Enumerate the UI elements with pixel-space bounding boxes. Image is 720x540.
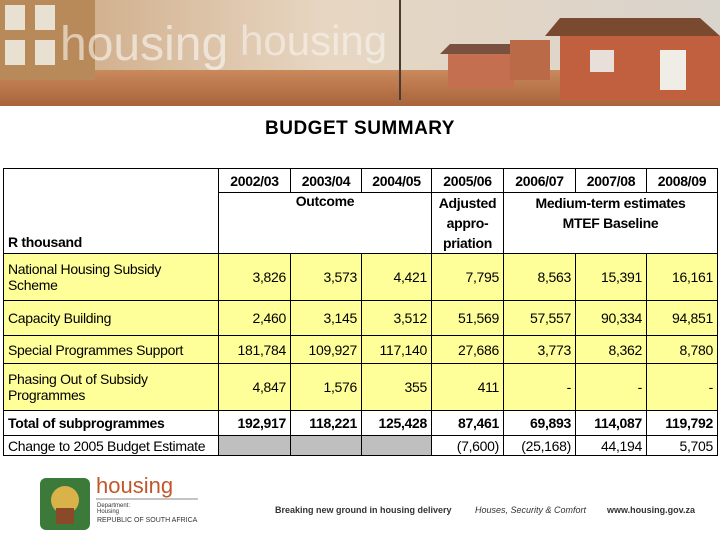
value-cell: 4,847 bbox=[218, 363, 291, 411]
year-header: 2005/06 bbox=[431, 168, 504, 193]
footer: housing Department: Housing REPUBLIC OF … bbox=[40, 473, 696, 530]
header-line: MTEF Baseline bbox=[562, 215, 659, 231]
value-cell: 90,334 bbox=[575, 300, 647, 336]
value-cell: 114,087 bbox=[575, 410, 647, 436]
value-cell: 118,221 bbox=[290, 410, 362, 436]
row-label: Total of subprogrammes bbox=[3, 410, 219, 436]
value-cell: 15,391 bbox=[575, 253, 647, 301]
header-line: Medium-term estimates bbox=[535, 195, 686, 211]
title: BUDGET SUMMARY bbox=[265, 118, 455, 139]
value-cell: 16,161 bbox=[646, 253, 718, 301]
banner-watermark: housing bbox=[60, 18, 228, 71]
value-cell: 109,927 bbox=[290, 335, 362, 364]
year-header: 2006/07 bbox=[503, 168, 576, 193]
group-header: Outcome bbox=[218, 192, 432, 254]
value-cell: 3,773 bbox=[503, 335, 576, 364]
table-row: Change to 2005 Budget Estimate (7,600) (25… bbox=[3, 435, 718, 456]
empty-cell bbox=[218, 435, 291, 456]
header-line: Adjusted bbox=[438, 195, 497, 211]
value-cell: 355 bbox=[361, 363, 432, 411]
year-header: 2003/04 bbox=[290, 168, 362, 193]
value-cell: 119,792 bbox=[646, 410, 718, 436]
slogan: Houses, Security & Comfort bbox=[475, 505, 587, 515]
value-cell: 117,140 bbox=[361, 335, 432, 364]
year-header: 2002/03 bbox=[218, 168, 291, 193]
year-header: 2008/09 bbox=[646, 168, 718, 193]
value-cell: 57,557 bbox=[503, 300, 576, 336]
value-cell: 1,576 bbox=[290, 363, 362, 411]
value-cell: 8,563 bbox=[503, 253, 576, 301]
year-header: 2007/08 bbox=[575, 168, 647, 193]
value-cell: 2,460 bbox=[218, 300, 291, 336]
header-line: appro- bbox=[446, 215, 489, 231]
value-cell: 3,512 bbox=[361, 300, 432, 336]
empty-cell bbox=[290, 435, 362, 456]
value-cell: 125,428 bbox=[361, 410, 432, 436]
value-cell: 7,795 bbox=[431, 253, 504, 301]
table-row: Phasing Out of Subsidy Programmes 4,847 1,… bbox=[3, 363, 718, 411]
value-cell: 51,569 bbox=[431, 300, 504, 336]
value-cell: 181,784 bbox=[218, 335, 291, 364]
department: Department: bbox=[97, 503, 130, 509]
budget-table: R thousand 2002/03 2003/04 2004/05 2005/06 20… bbox=[3, 168, 718, 456]
value-cell: 94,851 bbox=[646, 300, 718, 336]
value-cell: 5,705 bbox=[646, 435, 718, 456]
row-label: National Housing Subsidy Scheme bbox=[3, 253, 219, 301]
banner: housing housing bbox=[0, 0, 720, 106]
banner-watermark: housing bbox=[240, 17, 387, 64]
value-cell: 3,573 bbox=[290, 253, 362, 301]
department: REPUBLIC OF SOUTH AFRICA bbox=[97, 517, 198, 524]
value-cell: (7,600) bbox=[431, 435, 504, 456]
value-cell: 27,686 bbox=[431, 335, 504, 364]
row-label: Capacity Building bbox=[3, 300, 219, 336]
value-cell: 8,362 bbox=[575, 335, 647, 364]
value-cell: - bbox=[646, 363, 718, 411]
table-row: Capacity Building 2,460 3,145 3,512 51,569 57… bbox=[3, 300, 718, 336]
value-cell: (25,168) bbox=[503, 435, 576, 456]
header-line: priation bbox=[443, 235, 492, 251]
value-cell: 192,917 bbox=[218, 410, 291, 436]
value-cell: 44,194 bbox=[575, 435, 647, 456]
row-label: Phasing Out of Subsidy Programmes bbox=[3, 363, 219, 411]
footer-logo: housing bbox=[96, 473, 173, 498]
value-cell: 4,421 bbox=[361, 253, 432, 301]
url: www.housing.gov.za bbox=[606, 505, 696, 515]
department: Housing bbox=[97, 509, 119, 515]
group-header: Medium-term estimates MTEF Baseline bbox=[503, 192, 718, 254]
value-cell: 69,893 bbox=[503, 410, 576, 436]
empty-cell bbox=[361, 435, 432, 456]
value-cell: 87,461 bbox=[431, 410, 504, 436]
value-cell: - bbox=[575, 363, 647, 411]
group-header: Adjusted appro-priation bbox=[431, 192, 504, 254]
value-cell: 3,145 bbox=[290, 300, 362, 336]
tagline: Breaking new ground in housing delivery bbox=[275, 505, 452, 515]
value-cell: - bbox=[503, 363, 576, 411]
year-header: 2004/05 bbox=[361, 168, 432, 193]
row-label: Special Programmes Support bbox=[3, 335, 219, 364]
value-cell: 411 bbox=[431, 363, 504, 411]
table-row: Special Programmes Support 181,784 109,927… bbox=[3, 335, 718, 364]
value-cell: 8,780 bbox=[646, 335, 718, 364]
value-cell: 3,826 bbox=[218, 253, 291, 301]
corner: R thousand bbox=[3, 168, 219, 254]
row-label: Change to 2005 Budget Estimate bbox=[3, 435, 219, 456]
table-row: Total of subprogrammes 192,917 118,221 125,… bbox=[3, 410, 718, 436]
table-row: National Housing Subsidy Scheme 3,826 3,57… bbox=[3, 253, 718, 301]
